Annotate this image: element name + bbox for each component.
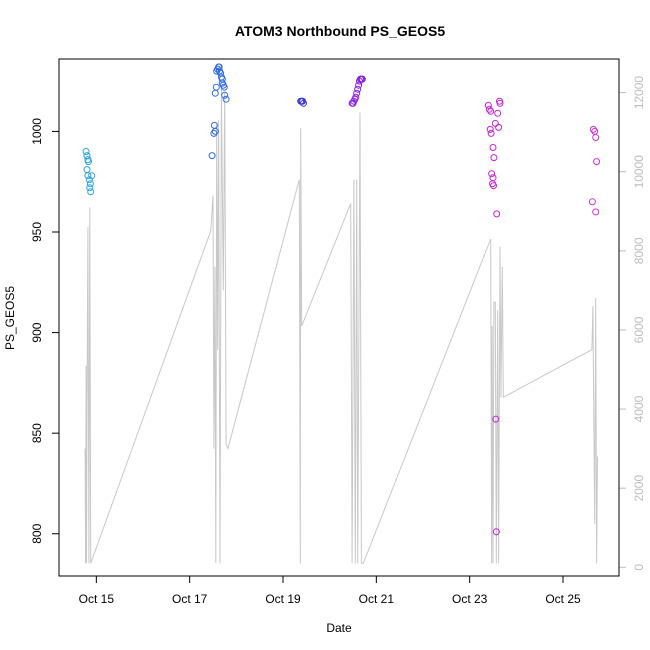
scatter-point (300, 99, 307, 107)
line-series (84, 88, 598, 564)
scatter-point (212, 83, 220, 91)
x-tick-label: Oct 25 (545, 592, 581, 606)
x-tick-label: Oct 21 (359, 592, 395, 606)
scatter-point (588, 198, 596, 206)
scatter-point (86, 184, 94, 192)
scatter-point (87, 188, 95, 196)
scatter-point (592, 134, 600, 141)
scatter-point (493, 210, 501, 218)
scatter-point (487, 107, 495, 115)
scatter-point (82, 148, 90, 155)
scatter-point (220, 83, 228, 91)
scatter-point (589, 125, 597, 133)
x-tick-label: Oct 17 (172, 592, 208, 606)
scatter-series-group (82, 63, 601, 536)
x-tick-label: Oct 15 (79, 592, 115, 606)
scatter-point (490, 154, 498, 162)
scatter-point (222, 95, 230, 103)
scatter-point (353, 89, 361, 97)
scatter-point (486, 125, 494, 133)
secondary-y-axis: 0 2000 4000 6000 8000 10000 12000 (618, 76, 646, 571)
chart-title: ATOM3 Northbound PS_GEOS5 (235, 23, 445, 39)
y2-tick-label: 10000 (632, 155, 646, 189)
scatter-point (485, 105, 493, 113)
scatter-point (593, 158, 601, 166)
y2-tick-label: 6000 (632, 316, 646, 343)
scatter-point (489, 144, 497, 151)
y-axis-label: PS_GEOS5 (3, 286, 17, 350)
scatter-point (84, 172, 92, 180)
scatter-point (86, 180, 94, 188)
y2-tick-label: 0 (632, 564, 646, 571)
scatter-point (358, 75, 366, 83)
scatter-point (208, 152, 216, 160)
scatter-point (352, 93, 360, 101)
y2-tick-label: 8000 (632, 237, 646, 264)
scatter-point (354, 85, 362, 93)
scatter-point (492, 528, 500, 536)
x-tick-label: Oct 23 (452, 592, 488, 606)
y-tick-label: 850 (30, 423, 44, 443)
y-tick-label: 1000 (30, 118, 44, 145)
y-tick-label: 800 (30, 523, 44, 543)
scatter-point (355, 81, 363, 89)
scatter-point (487, 129, 495, 137)
y-tick-label: 950 (30, 222, 44, 242)
scatter-point (488, 170, 496, 178)
scatter-point (210, 129, 218, 137)
x-axis-label: Date (326, 621, 352, 635)
scatter-point (84, 158, 92, 166)
y2-tick-label: 12000 (632, 76, 646, 110)
y-tick-label: 900 (30, 322, 44, 342)
scatter-point (496, 99, 504, 107)
y2-tick-label: 2000 (632, 475, 646, 502)
line-series-path (84, 88, 598, 564)
scatter-point (592, 208, 600, 216)
scatter-point (492, 415, 500, 423)
scatter-point (495, 123, 503, 131)
plot-frame (58, 58, 620, 577)
x-tick-label: Oct 19 (265, 592, 301, 606)
scatter-point (210, 121, 218, 129)
scatter-point (490, 182, 497, 190)
scatter-point (484, 101, 492, 109)
y2-tick-label: 4000 (632, 395, 646, 422)
scatter-point (494, 109, 502, 117)
scatter-point (221, 91, 229, 99)
scatter-point (88, 172, 96, 180)
